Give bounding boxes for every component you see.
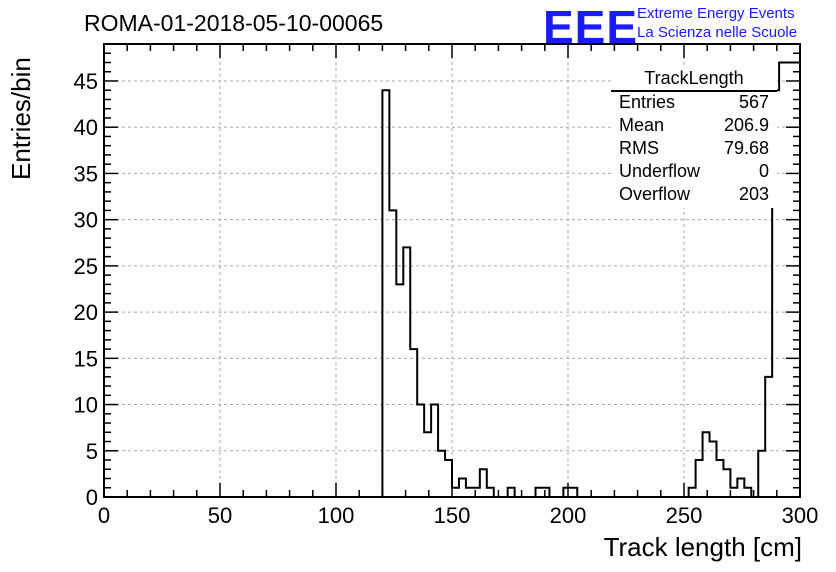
- y-tick-label: 20: [74, 300, 98, 325]
- grid-layer: [104, 44, 800, 497]
- stats-label: Overflow: [619, 184, 691, 204]
- histogram-bin: [487, 488, 494, 497]
- histogram-bin: [744, 488, 751, 497]
- y-tick-label: 35: [74, 161, 98, 186]
- x-axis-label: Track length [cm]: [603, 532, 802, 562]
- stats-label: Entries: [619, 92, 676, 112]
- histogram-bin: [730, 488, 737, 497]
- stats-label: Mean: [619, 115, 665, 135]
- x-tick-label: 300: [782, 503, 819, 528]
- histogram-bin: [473, 488, 480, 497]
- y-tick-label: 10: [74, 393, 98, 418]
- y-tick-label: 25: [74, 254, 98, 279]
- histogram-bin: [459, 479, 466, 497]
- stats-label: RMS: [619, 138, 659, 158]
- stats-label: Underflow: [619, 161, 701, 181]
- x-tick-label: 100: [318, 503, 355, 528]
- x-tick-label: 150: [434, 503, 471, 528]
- y-tick-label: 30: [74, 208, 98, 233]
- histogram-bin: [466, 488, 473, 497]
- histogram-bin: [382, 90, 389, 497]
- x-tick-label: 250: [666, 503, 703, 528]
- plot-title: ROMA-01-2018-05-10-00065: [84, 10, 384, 36]
- stats-value: 203: [738, 184, 769, 204]
- histogram-bin: [765, 377, 772, 497]
- histogram-bin: [716, 460, 723, 497]
- stats-value: 79.68: [723, 138, 769, 158]
- logo-caption-line2: La Scienza nelle Scuole: [637, 24, 798, 41]
- histogram-bin: [389, 210, 396, 497]
- histogram-bin: [508, 488, 515, 497]
- histogram-bin: [536, 488, 543, 497]
- histogram-bin: [403, 247, 410, 497]
- stats-row-rms: RMS 79.68: [619, 138, 769, 159]
- y-tick-label: 5: [86, 439, 98, 464]
- stats-row-overflow: Overflow 203: [619, 184, 769, 205]
- histogram-bin: [710, 442, 717, 497]
- eee-logo: EEE: [543, 1, 639, 53]
- x-tick-label: 200: [550, 503, 587, 528]
- histogram-bin: [542, 488, 549, 497]
- histogram-bin: [424, 432, 431, 497]
- histogram-bin: [737, 479, 744, 497]
- stats-title: TrackLength: [644, 68, 744, 88]
- tick-label-layer: 0 50 100 150 200 250 300 0 5 10 15 20 25 30 35 40 45: [74, 69, 819, 528]
- histogram-bin: [445, 460, 452, 497]
- histogram-bin: [703, 432, 710, 497]
- histogram-bin: [563, 488, 570, 497]
- stats-value: 206.9: [723, 115, 769, 135]
- histogram-bin: [758, 451, 765, 497]
- histogram-bin: [696, 460, 703, 497]
- logo-caption-line1: Extreme Energy Events: [637, 5, 795, 22]
- x-tick-label: 0: [98, 503, 110, 528]
- logo-caption: Extreme Energy Events La Scienza nelle S…: [637, 4, 797, 42]
- y-tick-label: 40: [74, 115, 98, 140]
- stats-row-underflow: Underflow 0: [619, 161, 769, 182]
- histogram-bin: [480, 469, 487, 497]
- axis-layer: [103, 43, 801, 498]
- histogram-bin: [396, 284, 403, 497]
- y-tick-label: 0: [86, 485, 98, 510]
- histogram-bin: [570, 488, 577, 497]
- stats-value: 0: [758, 161, 769, 181]
- histogram-bin: [452, 488, 459, 497]
- stats-box: TrackLength Entries 567 Mean 206.9 RMS 7…: [611, 68, 777, 208]
- stats-value: 567: [738, 92, 769, 112]
- stats-row-mean: Mean 206.9: [619, 115, 769, 136]
- y-tick-label: 15: [74, 346, 98, 371]
- stats-divider: [611, 90, 777, 92]
- histogram-bin: [723, 469, 730, 497]
- x-tick-label: 50: [208, 503, 232, 528]
- stats-row-entries: Entries 567: [619, 92, 769, 113]
- y-axis-label: Entries/bin: [6, 57, 36, 180]
- histogram-bin: [438, 451, 445, 497]
- y-tick-label: 45: [74, 69, 98, 94]
- histogram-bin: [689, 488, 696, 497]
- histogram-bin: [410, 349, 417, 497]
